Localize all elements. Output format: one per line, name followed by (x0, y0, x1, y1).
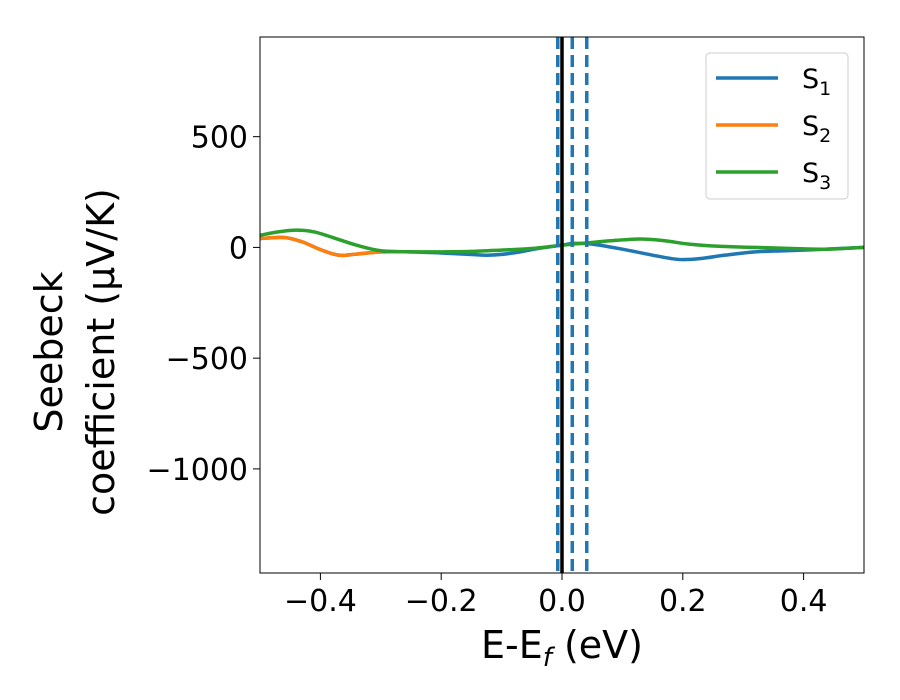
plot-area (260, 37, 864, 573)
x-axis-label-unit: (eV) (552, 623, 643, 667)
y-axis-label-line2: coefficient (μV/K) (79, 188, 123, 516)
y-tick-label: 500 (191, 121, 248, 156)
x-tick-label: 0.0 (538, 584, 586, 619)
x-tick-label: 0.4 (780, 584, 828, 619)
y-tick-label: 0 (229, 231, 248, 266)
legend-label-s1: S1 (802, 64, 831, 100)
y-axis-ticks: 500 0 −500 −1000 (147, 121, 260, 488)
x-axis-label: E-Ef (eV) (481, 623, 643, 673)
x-axis-ticks: −0.4 −0.2 0.0 0.2 0.4 (284, 573, 827, 619)
x-tick-label: −0.2 (405, 584, 478, 619)
y-axis-label-line1: Seebeck (27, 271, 71, 432)
legend-label-s3: S3 (802, 158, 831, 194)
series-line-s3 (260, 228, 864, 254)
x-tick-label: 0.2 (659, 584, 707, 619)
legend: S1 S2 S3 (705, 52, 849, 200)
x-tick-label: −0.4 (284, 584, 357, 619)
y-tick-label: −1000 (147, 453, 248, 488)
vertical-lines (556, 37, 589, 573)
series-line-s2 (260, 235, 383, 258)
legend-label-s2: S2 (802, 111, 831, 147)
y-tick-label: −500 (166, 342, 248, 377)
